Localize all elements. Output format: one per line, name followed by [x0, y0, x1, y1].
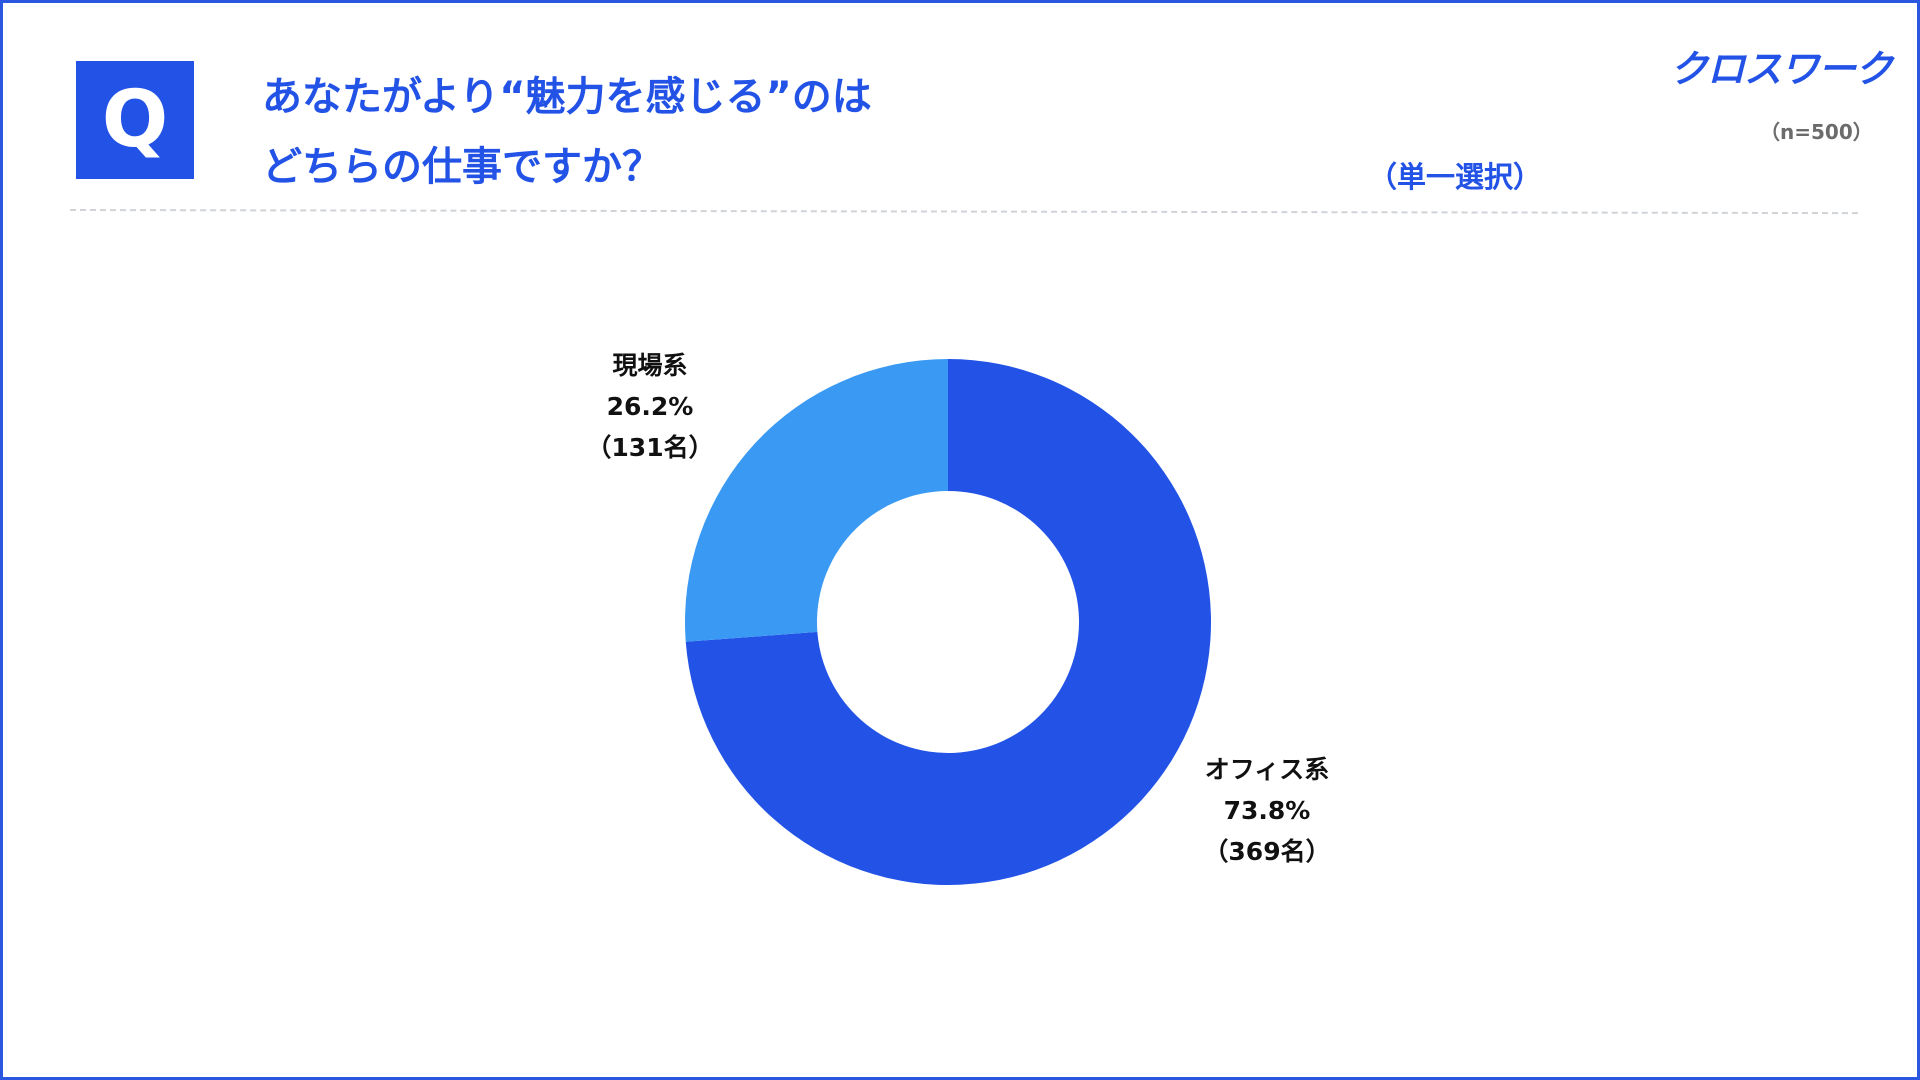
slice-label-genba-name: 現場系 [612, 351, 688, 380]
donut-slice-genba [685, 359, 948, 642]
slice-label-genba: 現場系 26.2% （131名） [565, 345, 735, 468]
donut-slice-office [685, 359, 1211, 885]
slice-label-office-count: （369名） [1203, 837, 1331, 866]
question-line-2: どちらの仕事ですか？ [262, 144, 662, 190]
question-badge: Q [76, 61, 194, 179]
slice-label-genba-percent: 26.2% [606, 392, 694, 421]
slice-label-office-name: オフィス系 [1204, 755, 1330, 784]
slice-label-genba-count: （131名） [586, 433, 714, 462]
selection-type: （単一選択） [1367, 160, 1542, 194]
sample-size: （n=500） [1760, 120, 1873, 144]
slice-label-office: オフィス系 73.8% （369名） [1182, 749, 1352, 872]
slice-label-office-percent: 73.8% [1223, 796, 1311, 825]
question-title: あなたがより“魅力を感じる”のは どちらの仕事ですか？ [262, 62, 1162, 202]
brand-logo: クロスワーク [1670, 47, 1893, 91]
question-line-1: あなたがより“魅力を感じる”のは [262, 74, 872, 120]
